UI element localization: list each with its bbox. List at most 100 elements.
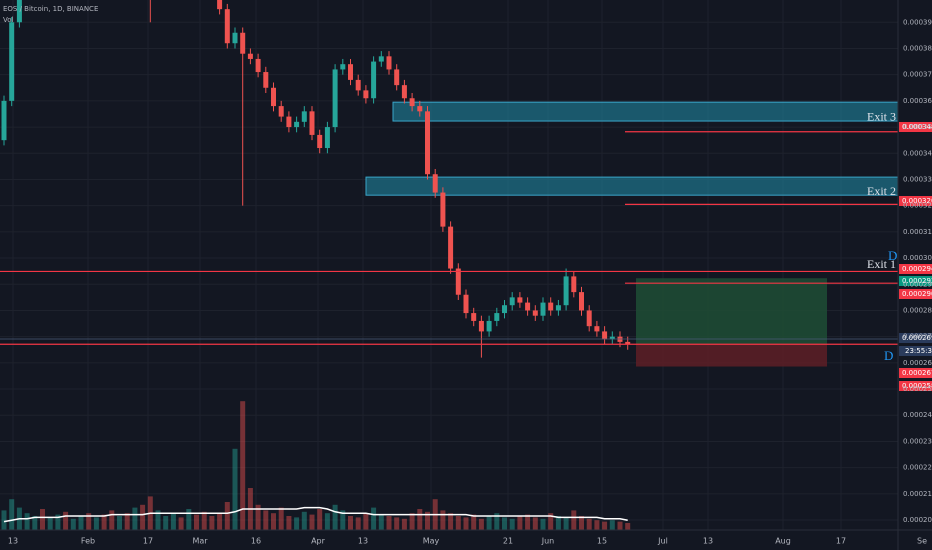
- x-tick-label: Jul: [657, 537, 668, 546]
- level-label-bg: [899, 333, 932, 343]
- candle-body: [455, 268, 461, 295]
- levels: 0.00034820.00032050.00029490.00029230.00…: [0, 122, 932, 391]
- x-tick-label: Aug: [775, 537, 791, 546]
- candle-body: [548, 302, 554, 311]
- candle-body: [363, 90, 369, 99]
- candle-body: [417, 106, 423, 112]
- level-label-bg: [899, 122, 932, 132]
- candle-body: [271, 87, 276, 107]
- candle-body: [409, 98, 415, 107]
- x-tick-label: May: [423, 537, 440, 546]
- candle-body: [609, 336, 615, 340]
- candle-body: [532, 310, 538, 316]
- y-tick-label: 0.0003600: [903, 97, 932, 105]
- volume-bar: [617, 521, 623, 530]
- volume-bar: [255, 504, 261, 530]
- volume-bar: [417, 509, 423, 530]
- volume-bar: [286, 516, 292, 530]
- x-tick-label: Apr: [311, 537, 326, 546]
- y-tick-label: 0.0003200: [903, 202, 932, 210]
- candle-body: [224, 9, 230, 44]
- candle-body: [509, 297, 515, 306]
- volume-bar: [201, 511, 207, 530]
- candle-body: [217, 0, 223, 10]
- volume-bar: [101, 514, 107, 530]
- volume-bar: [1, 510, 7, 530]
- volume-bar: [86, 513, 92, 530]
- candle-body: [371, 61, 377, 99]
- volume-bar: [440, 510, 446, 530]
- candle-body: [9, 22, 15, 101]
- volume-bar: [494, 513, 500, 530]
- y-tick-label: 0.0003700: [903, 71, 932, 79]
- volume-bar: [517, 516, 523, 530]
- volume-bar: [109, 510, 115, 530]
- candle-body: [494, 313, 500, 321]
- volume-bar: [55, 514, 61, 530]
- price-axis: 0.0002000 0.0002100 0.0002200 0.0002300 0.00…: [903, 18, 932, 524]
- x-tick-label: 13: [8, 537, 18, 546]
- exit-label: Exit 1: [867, 257, 896, 271]
- y-tick-label: 0.0002000: [903, 516, 932, 524]
- volume-bar: [571, 510, 577, 530]
- candle-body: [255, 58, 261, 73]
- level-label-bg: [899, 381, 932, 391]
- time-axis: 13 Feb 17 Mar 16 Apr 13 May 21 Jun 15 Ju…: [8, 537, 927, 546]
- volume-bar: [594, 520, 600, 530]
- y-tick-label: 0.0002700: [903, 333, 932, 341]
- y-tick-label: 0.0003500: [903, 123, 932, 131]
- candle-body: [394, 69, 400, 86]
- candle-body: [286, 116, 292, 128]
- volume-bar: [371, 507, 377, 530]
- volume-bar: [224, 502, 230, 530]
- volume-bar: [93, 517, 99, 530]
- candle-body: [478, 320, 484, 332]
- level-label-bg: [899, 276, 932, 286]
- volume-bar: [240, 401, 246, 530]
- volume-bar: [548, 513, 554, 530]
- level-label: 0.0002586: [902, 382, 932, 390]
- volume-bar: [170, 513, 176, 530]
- volume-bar: [532, 517, 538, 530]
- candle-body: [340, 64, 346, 70]
- candle-body: [247, 53, 253, 59]
- volume-bar: [40, 509, 45, 530]
- stop-area: [636, 344, 827, 367]
- volume-bar: [294, 517, 300, 530]
- volume-bar: [394, 517, 400, 530]
- grid: [0, 21, 898, 521]
- candle-body: [401, 85, 407, 99]
- volume-bar: [563, 517, 569, 530]
- volume-bar: [217, 513, 223, 530]
- countdown-bg: [899, 346, 932, 356]
- volume-bar: [178, 517, 184, 530]
- candle-body: [432, 174, 438, 193]
- candle-body: [1, 100, 7, 141]
- volume-bar: [609, 520, 615, 530]
- volume-bar: [117, 516, 122, 530]
- level-label: 0.0002904: [902, 290, 932, 298]
- volume-bar: [579, 516, 584, 530]
- y-tick-label: 0.0002800: [903, 306, 932, 314]
- volume-bar: [132, 507, 138, 530]
- x-tick-label: 13: [358, 537, 368, 546]
- candle-body: [324, 127, 330, 149]
- volume-bar: [463, 517, 469, 530]
- volume-bar: [355, 517, 361, 530]
- candle-body: [386, 56, 392, 70]
- candle-body: [517, 297, 523, 303]
- candle-body: [502, 305, 507, 314]
- marker: D: [884, 348, 893, 363]
- y-tick-label: 0.0002900: [903, 280, 932, 288]
- volume-bar: [163, 516, 169, 530]
- y-tick-label: 0.0002600: [903, 359, 932, 367]
- volume-bar: [555, 516, 561, 530]
- candle-body: [425, 111, 430, 175]
- x-tick-label: 13: [703, 537, 713, 546]
- volume-bar: [263, 510, 269, 530]
- level-label-bg: [899, 368, 932, 378]
- y-tick-label: 0.0002200: [903, 464, 932, 472]
- y-tick-label: 0.0002500: [903, 385, 932, 393]
- volume-bar: [278, 507, 284, 530]
- y-tick-label: 0.0003800: [903, 44, 932, 52]
